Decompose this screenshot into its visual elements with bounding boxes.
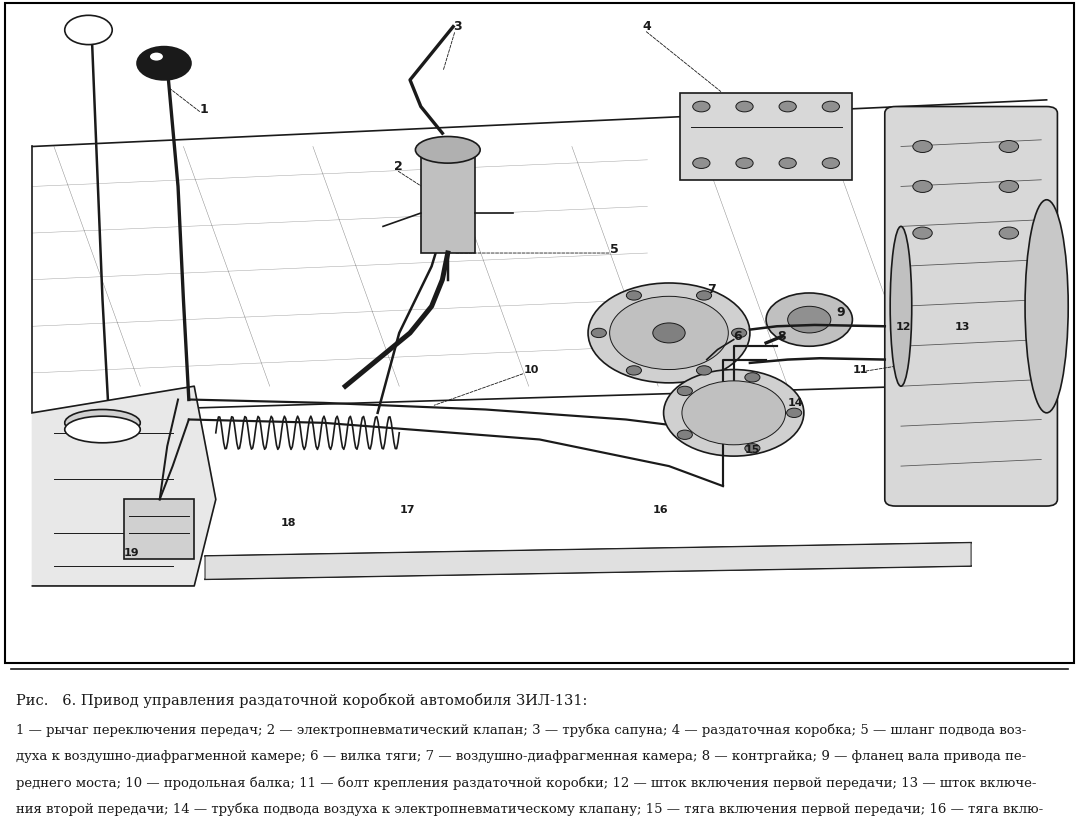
Text: 18: 18 (281, 518, 296, 528)
Text: 11: 11 (852, 365, 868, 375)
Circle shape (913, 141, 932, 153)
Text: 5: 5 (610, 243, 618, 256)
Circle shape (913, 181, 932, 193)
Circle shape (678, 386, 693, 395)
Text: ния второй передачи; 14 — трубка подвода воздуха к электропневматическому клапан: ния второй передачи; 14 — трубка подвода… (16, 802, 1043, 816)
Circle shape (678, 430, 693, 440)
FancyBboxPatch shape (885, 106, 1057, 506)
Text: 17: 17 (399, 505, 414, 515)
Text: духа к воздушно-диафрагменной камере; 6 — вилка тяги; 7 — воздушно-диафрагменная: духа к воздушно-диафрагменной камере; 6 … (16, 750, 1026, 763)
Bar (680, 93, 852, 180)
Circle shape (626, 366, 641, 375)
Text: 19: 19 (124, 548, 139, 558)
Circle shape (736, 101, 753, 112)
Circle shape (588, 283, 750, 383)
Text: 4: 4 (642, 20, 651, 33)
Circle shape (766, 293, 852, 346)
Polygon shape (205, 542, 971, 579)
Circle shape (913, 227, 932, 239)
Ellipse shape (415, 136, 480, 163)
Circle shape (736, 158, 753, 168)
Text: 2: 2 (394, 160, 402, 172)
Circle shape (999, 141, 1019, 153)
Circle shape (693, 158, 710, 168)
Text: реднего моста; 10 — продольная балка; 11 — болт крепления раздаточной коробки; 1: реднего моста; 10 — продольная балка; 11… (16, 776, 1037, 790)
Text: 6: 6 (734, 329, 742, 342)
Circle shape (664, 369, 804, 456)
Text: 13: 13 (955, 322, 970, 332)
Circle shape (697, 291, 712, 300)
Text: 7: 7 (707, 283, 715, 296)
Circle shape (788, 306, 831, 333)
Bar (124, 499, 194, 560)
Circle shape (626, 291, 641, 300)
Circle shape (779, 158, 796, 168)
Text: 15: 15 (745, 444, 760, 455)
Text: Рис.   6. Привод управления раздаточной коробкой автомобиля ЗИЛ-131:: Рис. 6. Привод управления раздаточной ко… (16, 693, 588, 708)
Text: 3: 3 (453, 20, 462, 33)
Ellipse shape (1025, 200, 1068, 413)
Circle shape (697, 366, 712, 375)
Bar (421, 153, 475, 253)
Ellipse shape (65, 409, 140, 436)
Circle shape (822, 158, 839, 168)
Circle shape (745, 373, 760, 382)
Ellipse shape (65, 416, 140, 443)
Polygon shape (32, 386, 216, 586)
Circle shape (682, 381, 786, 444)
Text: 1: 1 (200, 103, 208, 116)
Circle shape (150, 52, 163, 60)
Circle shape (822, 101, 839, 112)
Circle shape (653, 323, 685, 343)
Circle shape (65, 16, 112, 45)
Text: 12: 12 (896, 322, 911, 332)
Text: 1 — рычаг переключения передач; 2 — электропневматический клапан; 3 — трубка сап: 1 — рычаг переключения передач; 2 — элек… (16, 723, 1026, 737)
Circle shape (787, 408, 802, 417)
Text: 8: 8 (777, 329, 786, 342)
Circle shape (779, 101, 796, 112)
Text: 16: 16 (653, 505, 668, 515)
Circle shape (137, 47, 191, 80)
Text: 14: 14 (788, 398, 803, 408)
Circle shape (999, 181, 1019, 193)
Circle shape (591, 328, 606, 337)
Circle shape (693, 101, 710, 112)
Text: 10: 10 (523, 365, 538, 375)
Text: 9: 9 (836, 306, 845, 319)
Circle shape (999, 227, 1019, 239)
Circle shape (732, 328, 747, 337)
Circle shape (610, 297, 728, 369)
Ellipse shape (890, 226, 912, 386)
Circle shape (745, 444, 760, 453)
